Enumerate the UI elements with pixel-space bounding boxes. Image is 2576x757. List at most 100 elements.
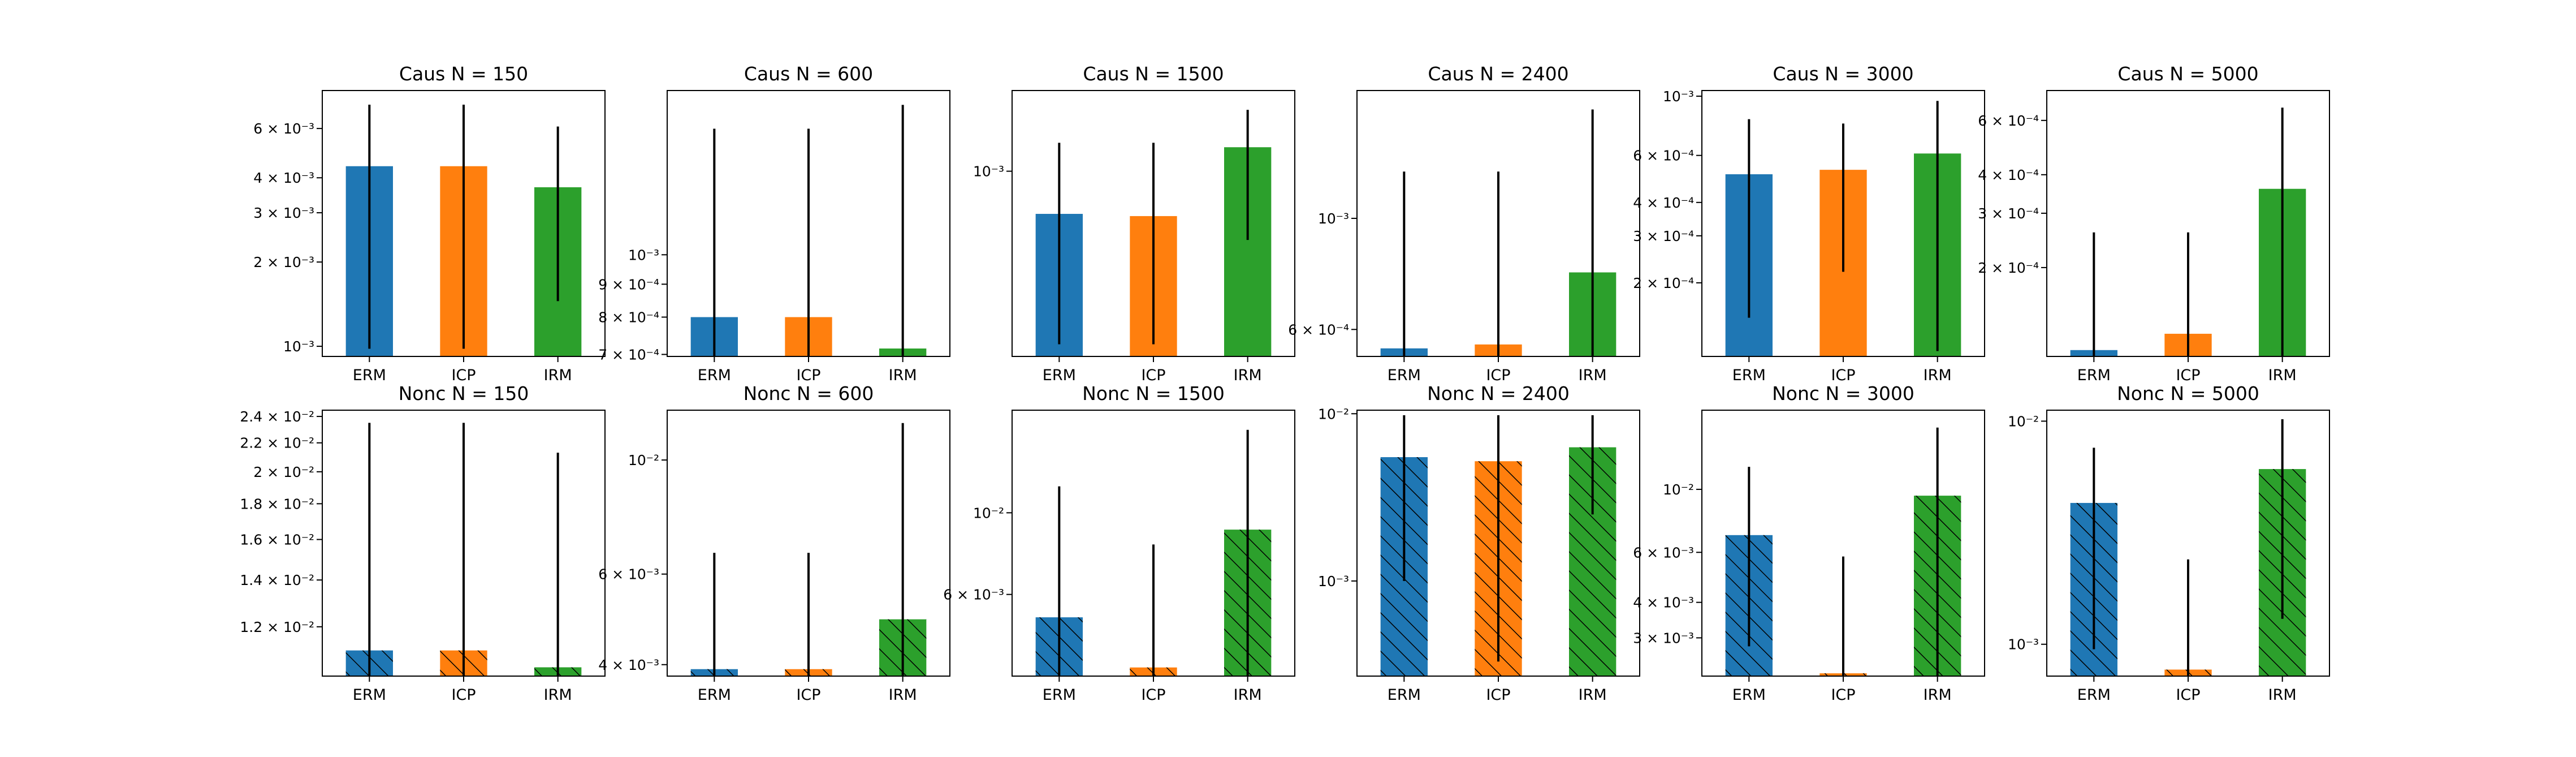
axes-frame: [2046, 90, 2330, 357]
panel-title: Nonc N = 600: [744, 382, 874, 405]
y-tick-label: 4 × 10⁻³: [598, 657, 659, 673]
y-tick-label: 3 × 10⁻³: [253, 205, 314, 221]
axes-frame: [667, 410, 950, 677]
y-tick-label: 1.8 × 10⁻²: [240, 496, 314, 512]
panel-title: Caus N = 1500: [1083, 63, 1224, 85]
x-tick-label-irm: IRM: [889, 367, 917, 384]
x-tick-label-erm: ERM: [2077, 686, 2111, 704]
x-tick-label-icp: ICP: [2176, 686, 2200, 704]
panel-title: Caus N = 2400: [1428, 63, 1568, 85]
panel-7: Nonc N = 600 ERM ICP IRM 4 × 10⁻³ 6 × 10⁻³ 10⁻…: [598, 382, 950, 704]
y-tick-label: 6 × 10⁻³: [598, 566, 659, 583]
x-tick-label-irm: IRM: [1924, 367, 1952, 384]
panel-0: Caus N = 150 ERM ICP IRM 10⁻³ 2 × 10⁻³ 3 × 10⁻…: [253, 63, 606, 384]
panel-title: Caus N = 5000: [2117, 63, 2258, 85]
panel-title: Nonc N = 3000: [1772, 382, 1914, 405]
panel-11: Nonc N = 5000 ERM ICP IRM 10⁻³ 10⁻²: [2008, 382, 2330, 704]
x-tick-label-irm: IRM: [544, 367, 572, 384]
panel-title: Caus N = 3000: [1773, 63, 1913, 85]
x-tick-label-icp: ICP: [1486, 367, 1510, 384]
y-tick-label: 10⁻²: [1663, 481, 1694, 498]
x-tick-label-erm: ERM: [1732, 367, 1766, 384]
x-tick-label-irm: IRM: [2268, 367, 2297, 384]
y-tick-label: 4 × 10⁻⁴: [1978, 167, 2039, 183]
y-tick-label: 10⁻²: [628, 452, 659, 468]
x-tick-label-irm: IRM: [1234, 367, 1262, 384]
x-tick-label-irm: IRM: [544, 686, 572, 704]
x-tick-label-icp: ICP: [2176, 367, 2200, 384]
y-tick-label: 3 × 10⁻³: [1633, 630, 1694, 646]
axes-frame: [2046, 410, 2330, 677]
x-tick-label-erm: ERM: [353, 686, 386, 704]
panel-10: Nonc N = 3000 ERM ICP IRM 3 × 10⁻³ 4 × 10⁻³ 6 …: [1633, 382, 1985, 704]
panel-5: Caus N = 5000 ERM ICP IRM 2 × 10⁻⁴ 3 × 10⁻⁴ 4 …: [1978, 63, 2330, 384]
panel-8: Nonc N = 1500 ERM ICP IRM 6 × 10⁻³ 10⁻²: [943, 382, 1295, 704]
x-tick-label-irm: IRM: [1579, 367, 1607, 384]
y-tick-label: 4 × 10⁻³: [1633, 595, 1694, 611]
axes-frame: [1356, 410, 1640, 677]
y-tick-label: 1.4 × 10⁻²: [240, 572, 314, 588]
x-tick-label-irm: IRM: [1579, 686, 1607, 704]
x-tick-label-erm: ERM: [353, 367, 386, 384]
panel-title: Nonc N = 1500: [1082, 382, 1225, 405]
x-tick-label-icp: ICP: [451, 367, 476, 384]
panel-1: Caus N = 600 ERM ICP IRM 7 × 10⁻⁴ 8 × 10⁻⁴ 9 ×…: [598, 63, 950, 384]
y-tick-label: 1.2 × 10⁻²: [240, 619, 314, 635]
x-tick-label-erm: ERM: [1388, 367, 1421, 384]
y-tick-label: 8 × 10⁻⁴: [598, 309, 659, 326]
x-tick-label-erm: ERM: [2077, 367, 2111, 384]
y-tick-label: 6 × 10⁻³: [1633, 544, 1694, 561]
y-tick-label: 2.2 × 10⁻²: [240, 435, 314, 451]
y-tick-label: 2 × 10⁻²: [253, 464, 314, 480]
panel-title: Caus N = 600: [744, 63, 873, 85]
x-tick-label-icp: ICP: [1831, 367, 1855, 384]
panel-6: Nonc N = 150 ERM ICP IRM 1.2 × 10⁻² 1.4 × 10⁻…: [240, 382, 606, 704]
axes-frame: [1012, 410, 1295, 677]
x-tick-label-erm: ERM: [1043, 367, 1076, 384]
axes-frame: [322, 410, 606, 677]
panel-9: Nonc N = 2400 ERM ICP IRM 10⁻³ 10⁻²: [1318, 382, 1640, 704]
x-tick-label-irm: IRM: [1234, 686, 1262, 704]
y-tick-label: 4 × 10⁻³: [253, 170, 314, 186]
y-tick-label: 10⁻²: [2008, 413, 2039, 429]
y-tick-label: 10⁻³: [283, 338, 314, 355]
y-tick-label: 4 × 10⁻⁴: [1633, 195, 1694, 211]
y-tick-label: 10⁻³: [2008, 636, 2039, 653]
panel-title: Caus N = 150: [399, 63, 528, 85]
axes-frame: [1356, 90, 1640, 357]
y-tick-label: 6 × 10⁻⁴: [1633, 148, 1694, 164]
y-tick-label: 2.4 × 10⁻²: [240, 408, 314, 425]
panel-4: Caus N = 3000 ERM ICP IRM 2 × 10⁻⁴ 3 × 10⁻⁴ 4 …: [1633, 63, 1985, 384]
y-tick-label: 10⁻³: [1318, 573, 1349, 590]
x-tick-label-icp: ICP: [1141, 686, 1165, 704]
y-tick-label: 6 × 10⁻⁴: [1978, 113, 2039, 129]
y-tick-label: 6 × 10⁻³: [253, 121, 314, 137]
x-tick-label-icp: ICP: [1486, 686, 1510, 704]
x-tick-label-icp: ICP: [1831, 686, 1855, 704]
x-tick-label-irm: IRM: [1924, 686, 1952, 704]
y-tick-label: 10⁻²: [1318, 406, 1349, 422]
y-tick-label: 6 × 10⁻⁴: [1288, 321, 1349, 338]
y-tick-label: 7 × 10⁻⁴: [598, 346, 659, 363]
y-tick-label: 1.6 × 10⁻²: [240, 532, 314, 548]
x-tick-label-erm: ERM: [1388, 686, 1421, 704]
y-tick-label: 3 × 10⁻⁴: [1978, 205, 2039, 222]
panel-title: Nonc N = 2400: [1427, 382, 1570, 405]
y-tick-label: 3 × 10⁻⁴: [1633, 228, 1694, 244]
panel-title: Nonc N = 5000: [2117, 382, 2259, 405]
x-tick-label-icp: ICP: [796, 686, 820, 704]
x-tick-label-irm: IRM: [889, 686, 917, 704]
y-tick-label: 10⁻³: [1318, 210, 1349, 227]
axes-frame: [667, 90, 950, 357]
x-tick-label-erm: ERM: [1732, 686, 1766, 704]
x-tick-label-erm: ERM: [698, 367, 731, 384]
x-tick-label-erm: ERM: [1043, 686, 1076, 704]
axes-frame: [322, 90, 606, 357]
y-tick-label: 2 × 10⁻⁴: [1978, 260, 2039, 276]
y-tick-label: 2 × 10⁻³: [253, 254, 314, 270]
x-tick-label-irm: IRM: [2268, 686, 2297, 704]
axes-frame: [1701, 90, 1985, 357]
y-tick-label: 2 × 10⁻⁴: [1633, 275, 1694, 291]
x-tick-label-icp: ICP: [451, 686, 476, 704]
